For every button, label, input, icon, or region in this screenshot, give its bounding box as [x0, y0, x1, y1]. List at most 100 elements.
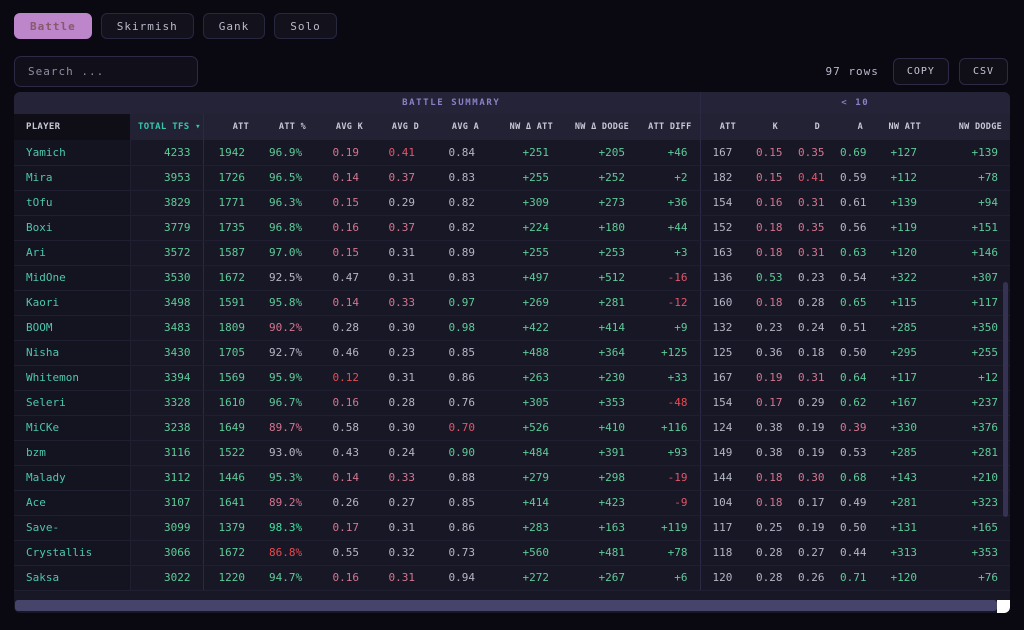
column-header-att[interactable]: ATT	[202, 114, 257, 140]
stat-cell: 1446	[202, 465, 257, 491]
stat-cell: 0.17	[744, 390, 787, 416]
column-header-nw-att[interactable]: NW Δ ATT	[487, 114, 561, 140]
stat-cell: 0.18	[744, 290, 787, 316]
player-name-link[interactable]: Whitemon	[14, 365, 131, 391]
stat-cell: +119	[637, 515, 701, 541]
stat-cell: +139	[871, 190, 930, 216]
tab-gank[interactable]: Gank	[202, 13, 266, 39]
stat-cell: 0.46	[314, 340, 371, 366]
stat-cell: 0.23	[786, 265, 829, 291]
player-name-link[interactable]: Yamich	[14, 140, 131, 166]
stat-cell: +46	[637, 140, 701, 166]
stat-cell: +298	[561, 465, 637, 491]
stat-cell: 0.30	[371, 415, 427, 441]
scroll-corner	[997, 600, 1010, 613]
player-name-link[interactable]: bzm	[14, 440, 131, 466]
player-name-link[interactable]: Ari	[14, 240, 131, 266]
player-name-link[interactable]: Kaori	[14, 290, 131, 316]
stat-cell: +210	[929, 465, 1010, 491]
stat-cell: 0.41	[786, 165, 829, 191]
column-header-a-lt10[interactable]: A	[828, 114, 872, 140]
column-header-player[interactable]: PLAYER	[14, 114, 130, 140]
stat-cell: +272	[487, 565, 561, 591]
search-input[interactable]	[14, 56, 198, 87]
row-count: 97 rows	[825, 65, 879, 78]
stat-cell: 0.28	[371, 390, 427, 416]
stat-cell: 0.98	[427, 315, 487, 341]
stat-cell: 0.16	[314, 215, 371, 241]
column-header-d-lt10[interactable]: D	[786, 114, 829, 140]
stat-cell: 1726	[202, 165, 257, 191]
stat-cell: 0.39	[828, 415, 872, 441]
stat-cell: 0.32	[371, 540, 427, 566]
column-header-k-lt10[interactable]: K	[744, 114, 787, 140]
column-header-att-[interactable]: ATT %	[257, 114, 314, 140]
stat-cell: 3238	[130, 415, 203, 441]
player-name-link[interactable]: Saksa	[14, 565, 131, 591]
player-name-link[interactable]: MiCKe	[14, 415, 131, 441]
horizontal-scrollbar-thumb[interactable]	[15, 600, 997, 611]
stat-cell: +322	[871, 265, 930, 291]
stat-cell: 0.55	[314, 540, 371, 566]
stat-cell: 0.76	[427, 390, 487, 416]
player-name-link[interactable]: Mira	[14, 165, 131, 191]
column-header-nw-dodge[interactable]: NW Δ DODGE	[561, 114, 637, 140]
stat-cell: 1771	[202, 190, 257, 216]
toolbar-right: 97 rows COPY CSV	[825, 58, 1008, 85]
player-name-link[interactable]: BOOM	[14, 315, 131, 341]
column-header-nw-att-lt10[interactable]: NW ATT	[871, 114, 930, 140]
stat-cell: 0.54	[828, 265, 872, 291]
column-header-avg-d[interactable]: AVG D	[371, 114, 427, 140]
column-header-att-diff[interactable]: ATT DIFF	[637, 114, 701, 140]
stat-cell: -19	[637, 465, 701, 491]
stat-cell: +560	[487, 540, 561, 566]
stat-cell: 0.71	[828, 565, 872, 591]
stat-cell: 117	[699, 515, 745, 541]
stat-cell: 0.15	[314, 240, 371, 266]
stat-cell: 0.94	[427, 565, 487, 591]
player-name-link[interactable]: Malady	[14, 465, 131, 491]
player-name-link[interactable]: Save-	[14, 515, 131, 541]
player-name-link[interactable]: tOfu	[14, 190, 131, 216]
stat-cell: 0.38	[744, 415, 787, 441]
player-name-link[interactable]: MidOne	[14, 265, 131, 291]
stat-cell: 0.59	[828, 165, 872, 191]
stat-cell: 1569	[202, 365, 257, 391]
player-name-link[interactable]: Crystallis	[14, 540, 131, 566]
stat-cell: 0.14	[314, 165, 371, 191]
table-row: Ace 3107 1641 89.2% 0.26 0.27 0.85 +414 +423 -9 10…	[14, 490, 1010, 516]
column-header-avg-a[interactable]: AVG A	[427, 114, 487, 140]
stat-cell: 1705	[202, 340, 257, 366]
stat-cell: 97.0%	[257, 240, 314, 266]
column-group--10: < 10	[699, 92, 1010, 114]
stat-cell: 0.15	[314, 190, 371, 216]
column-header-total-tfs[interactable]: TOTAL TFS ▾	[130, 114, 203, 140]
stat-cell: 0.38	[744, 440, 787, 466]
player-name-link[interactable]: Boxi	[14, 215, 131, 241]
player-name-link[interactable]: Nisha	[14, 340, 131, 366]
table-row: Ari 3572 1587 97.0% 0.15 0.31 0.89 +255 +253 +3 16…	[14, 240, 1010, 266]
tab-solo[interactable]: Solo	[274, 13, 337, 39]
csv-button[interactable]: CSV	[958, 58, 1008, 85]
stat-cell: 0.29	[371, 190, 427, 216]
stat-cell: 1591	[202, 290, 257, 316]
copy-button[interactable]: COPY	[892, 58, 949, 85]
vertical-scrollbar-thumb[interactable]	[1003, 282, 1008, 517]
stat-cell: +273	[561, 190, 637, 216]
stat-cell: 0.27	[786, 540, 829, 566]
player-name-link[interactable]: Ace	[14, 490, 131, 516]
tab-battle[interactable]: Battle	[14, 13, 92, 39]
column-header-att-lt10[interactable]: ATT	[699, 114, 745, 140]
stat-cell: 0.19	[786, 440, 829, 466]
stat-cell: 0.56	[828, 215, 872, 241]
column-header-avg-k[interactable]: AVG K	[314, 114, 371, 140]
stat-cell: +414	[561, 315, 637, 341]
tab-skirmish[interactable]: Skirmish	[100, 13, 194, 39]
stat-cell: +423	[561, 490, 637, 516]
stat-cell: 3829	[130, 190, 203, 216]
table-body: Yamich 4233 1942 96.9% 0.19 0.41 0.84 +251 +205 +…	[14, 140, 1010, 591]
stat-cell: 0.69	[828, 140, 872, 166]
stat-cell: 0.30	[371, 315, 427, 341]
column-header-nw-dodge-lt10[interactable]: NW DODGE	[929, 114, 1010, 140]
player-name-link[interactable]: Seleri	[14, 390, 131, 416]
